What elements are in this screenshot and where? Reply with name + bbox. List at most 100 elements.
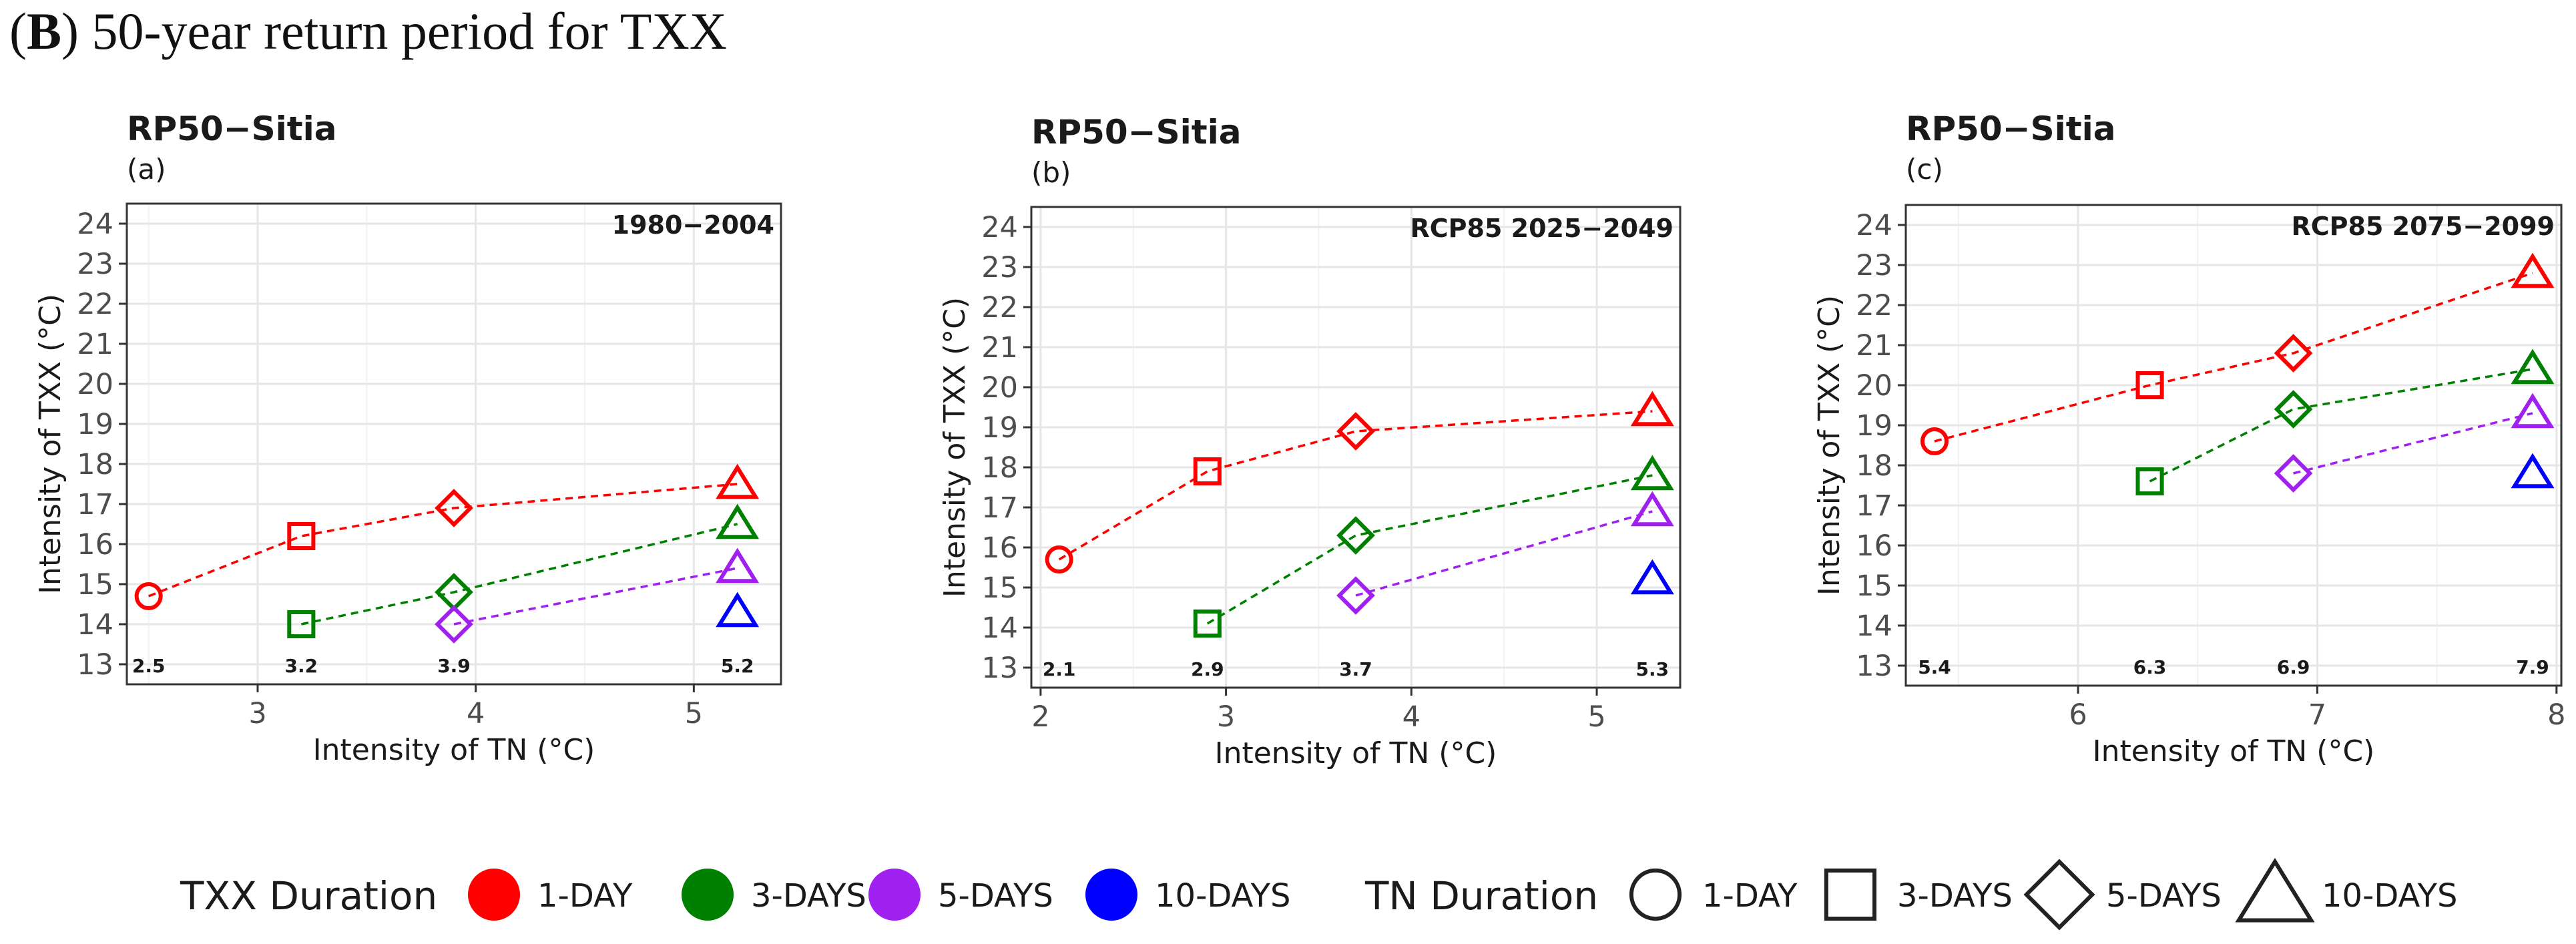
period-label: RCP85 2075−2099: [2292, 212, 2555, 241]
series-line-3-days: [1206, 474, 1653, 625]
data-point-1-day: [1336, 412, 1375, 451]
y-tick-label: 20: [981, 371, 1018, 405]
y-tick-label: 16: [981, 531, 1018, 565]
data-point-1-day: [1630, 391, 1674, 427]
data-point-3-days: [2511, 348, 2555, 385]
data-point-3-days: [1336, 516, 1375, 555]
y-tick-label: 13: [1856, 650, 1892, 683]
series-line-1-day: [1058, 410, 1653, 561]
data-point-10-days: [716, 592, 760, 628]
y-tick-label: 13: [77, 648, 113, 682]
y-tick-label: 18: [1856, 449, 1892, 483]
y-tick-label: 18: [981, 451, 1018, 485]
y-tick-label: 16: [1856, 529, 1892, 563]
plot-border: [1904, 204, 2563, 687]
legend-shape-square: [1824, 868, 1877, 921]
legend-swatch-3-days: [682, 869, 734, 921]
legend-swatch-1-day: [468, 869, 520, 921]
x-tick-label: 4: [467, 697, 485, 730]
plot-border: [1030, 206, 1682, 689]
data-point-1-day: [1920, 427, 1949, 456]
legend-tn-label: 5-DAYS: [2106, 877, 2222, 915]
y-tick-label: 15: [981, 571, 1018, 605]
y-tick-label: 15: [77, 568, 113, 602]
x-axis-title: Intensity of TN (°C): [1215, 736, 1497, 770]
heading-paren: (: [9, 2, 27, 60]
tn-value-label: 3.7: [1339, 658, 1372, 680]
y-tick-label: 13: [981, 652, 1018, 685]
legend-tn-label: 3-DAYS: [1897, 877, 2013, 915]
panel-c: RP50−Sitia (c) 13 14 15 16 17 18 19 20 21 22 23 24 6 7 8…: [1812, 109, 2566, 768]
data-point-1-day: [287, 521, 316, 551]
x-tick-label: 5: [1587, 700, 1605, 734]
data-point-1-day: [716, 463, 760, 499]
legend-tn-label: 1-DAY: [1702, 877, 1798, 915]
figure-heading: (B) 50-year return period for TXX: [9, 1, 727, 61]
y-tick-label: 20: [77, 368, 113, 401]
x-tick-label: 5: [685, 697, 703, 730]
tn-value-label: 5.3: [1636, 658, 1669, 680]
x-tick-label: 2: [1031, 700, 1049, 734]
plot-area: [127, 204, 781, 684]
y-tick-label: 18: [77, 448, 113, 481]
x-axis-title: Intensity of TN (°C): [313, 733, 595, 767]
y-tick-label: 17: [1856, 489, 1892, 523]
series-line-1-day: [1934, 272, 2533, 443]
y-tick-label: 23: [1856, 249, 1892, 282]
panel-title: RP50−Sitia: [1031, 113, 1242, 152]
data-point-1-day: [1045, 545, 1073, 574]
x-tick-label: 3: [248, 697, 266, 730]
legend-tn-label: 10-DAYS: [2322, 877, 2457, 915]
data-point-5-days: [2511, 393, 2555, 429]
data-point-3-days: [2135, 467, 2164, 496]
plot-area: [1906, 205, 2561, 686]
data-point-3-days: [1630, 455, 1674, 491]
y-tick-label: 19: [981, 411, 1018, 445]
legend-shape-circle: [1629, 868, 1682, 921]
series-line-5-days: [2293, 412, 2533, 475]
data-point-3-days: [716, 503, 760, 539]
x-tick-label: 6: [2069, 698, 2087, 732]
panel-label: (b): [1031, 156, 1071, 189]
data-point-1-day: [2135, 371, 2164, 400]
panel-title: RP50−Sitia: [127, 109, 337, 148]
y-tick-label: 22: [981, 291, 1018, 324]
y-tick-label: 22: [77, 288, 113, 321]
y-tick-label: 16: [77, 528, 113, 561]
y-tick-label: 24: [981, 211, 1018, 244]
data-point-3-days: [1193, 609, 1222, 638]
tn-value-label: 2.1: [1043, 658, 1076, 680]
data-point-1-day: [134, 581, 163, 611]
data-point-3-days: [287, 610, 316, 639]
y-tick-label: 14: [1856, 610, 1892, 643]
x-tick-label: 4: [1402, 700, 1421, 734]
tn-value-label: 3.2: [285, 655, 318, 677]
panel-title: RP50−Sitia: [1906, 109, 2116, 148]
tn-value-label: 2.5: [132, 655, 166, 677]
x-tick-label: 7: [2308, 698, 2326, 732]
data-point-5-days: [435, 605, 473, 644]
legend-txx-label: 1-DAY: [537, 877, 633, 915]
y-tick-label: 23: [77, 248, 113, 281]
panel-a: RP50−Sitia (a) 13 14 15 16 17 18 19 20 21 22 23 24 3 4 5…: [33, 109, 782, 767]
y-tick-label: 24: [1856, 209, 1892, 242]
data-point-1-day: [2511, 252, 2555, 288]
data-point-1-day: [435, 489, 473, 527]
y-tick-label: 24: [77, 208, 113, 241]
data-point-10-days: [2511, 453, 2555, 489]
series-line-3-days: [300, 523, 738, 626]
y-axis-title: Intensity of TXX (°C): [1812, 295, 1846, 596]
heading-bold-letter: B: [26, 2, 62, 60]
y-tick-label: 15: [1856, 569, 1892, 603]
legend-txx-label: 10-DAYS: [1155, 877, 1290, 915]
legend-txx-title: TXX Duration: [180, 873, 437, 919]
legend-swatch-5-days: [868, 869, 921, 921]
legend-txx-label: 3-DAYS: [751, 877, 866, 915]
y-tick-label: 19: [1856, 409, 1892, 443]
legend-tn-title: TN Duration: [1364, 873, 1598, 919]
period-label: 1980−2004: [612, 210, 774, 240]
panel-label: (c): [1906, 153, 1943, 186]
y-axis-title: Intensity of TXX (°C): [938, 297, 972, 598]
